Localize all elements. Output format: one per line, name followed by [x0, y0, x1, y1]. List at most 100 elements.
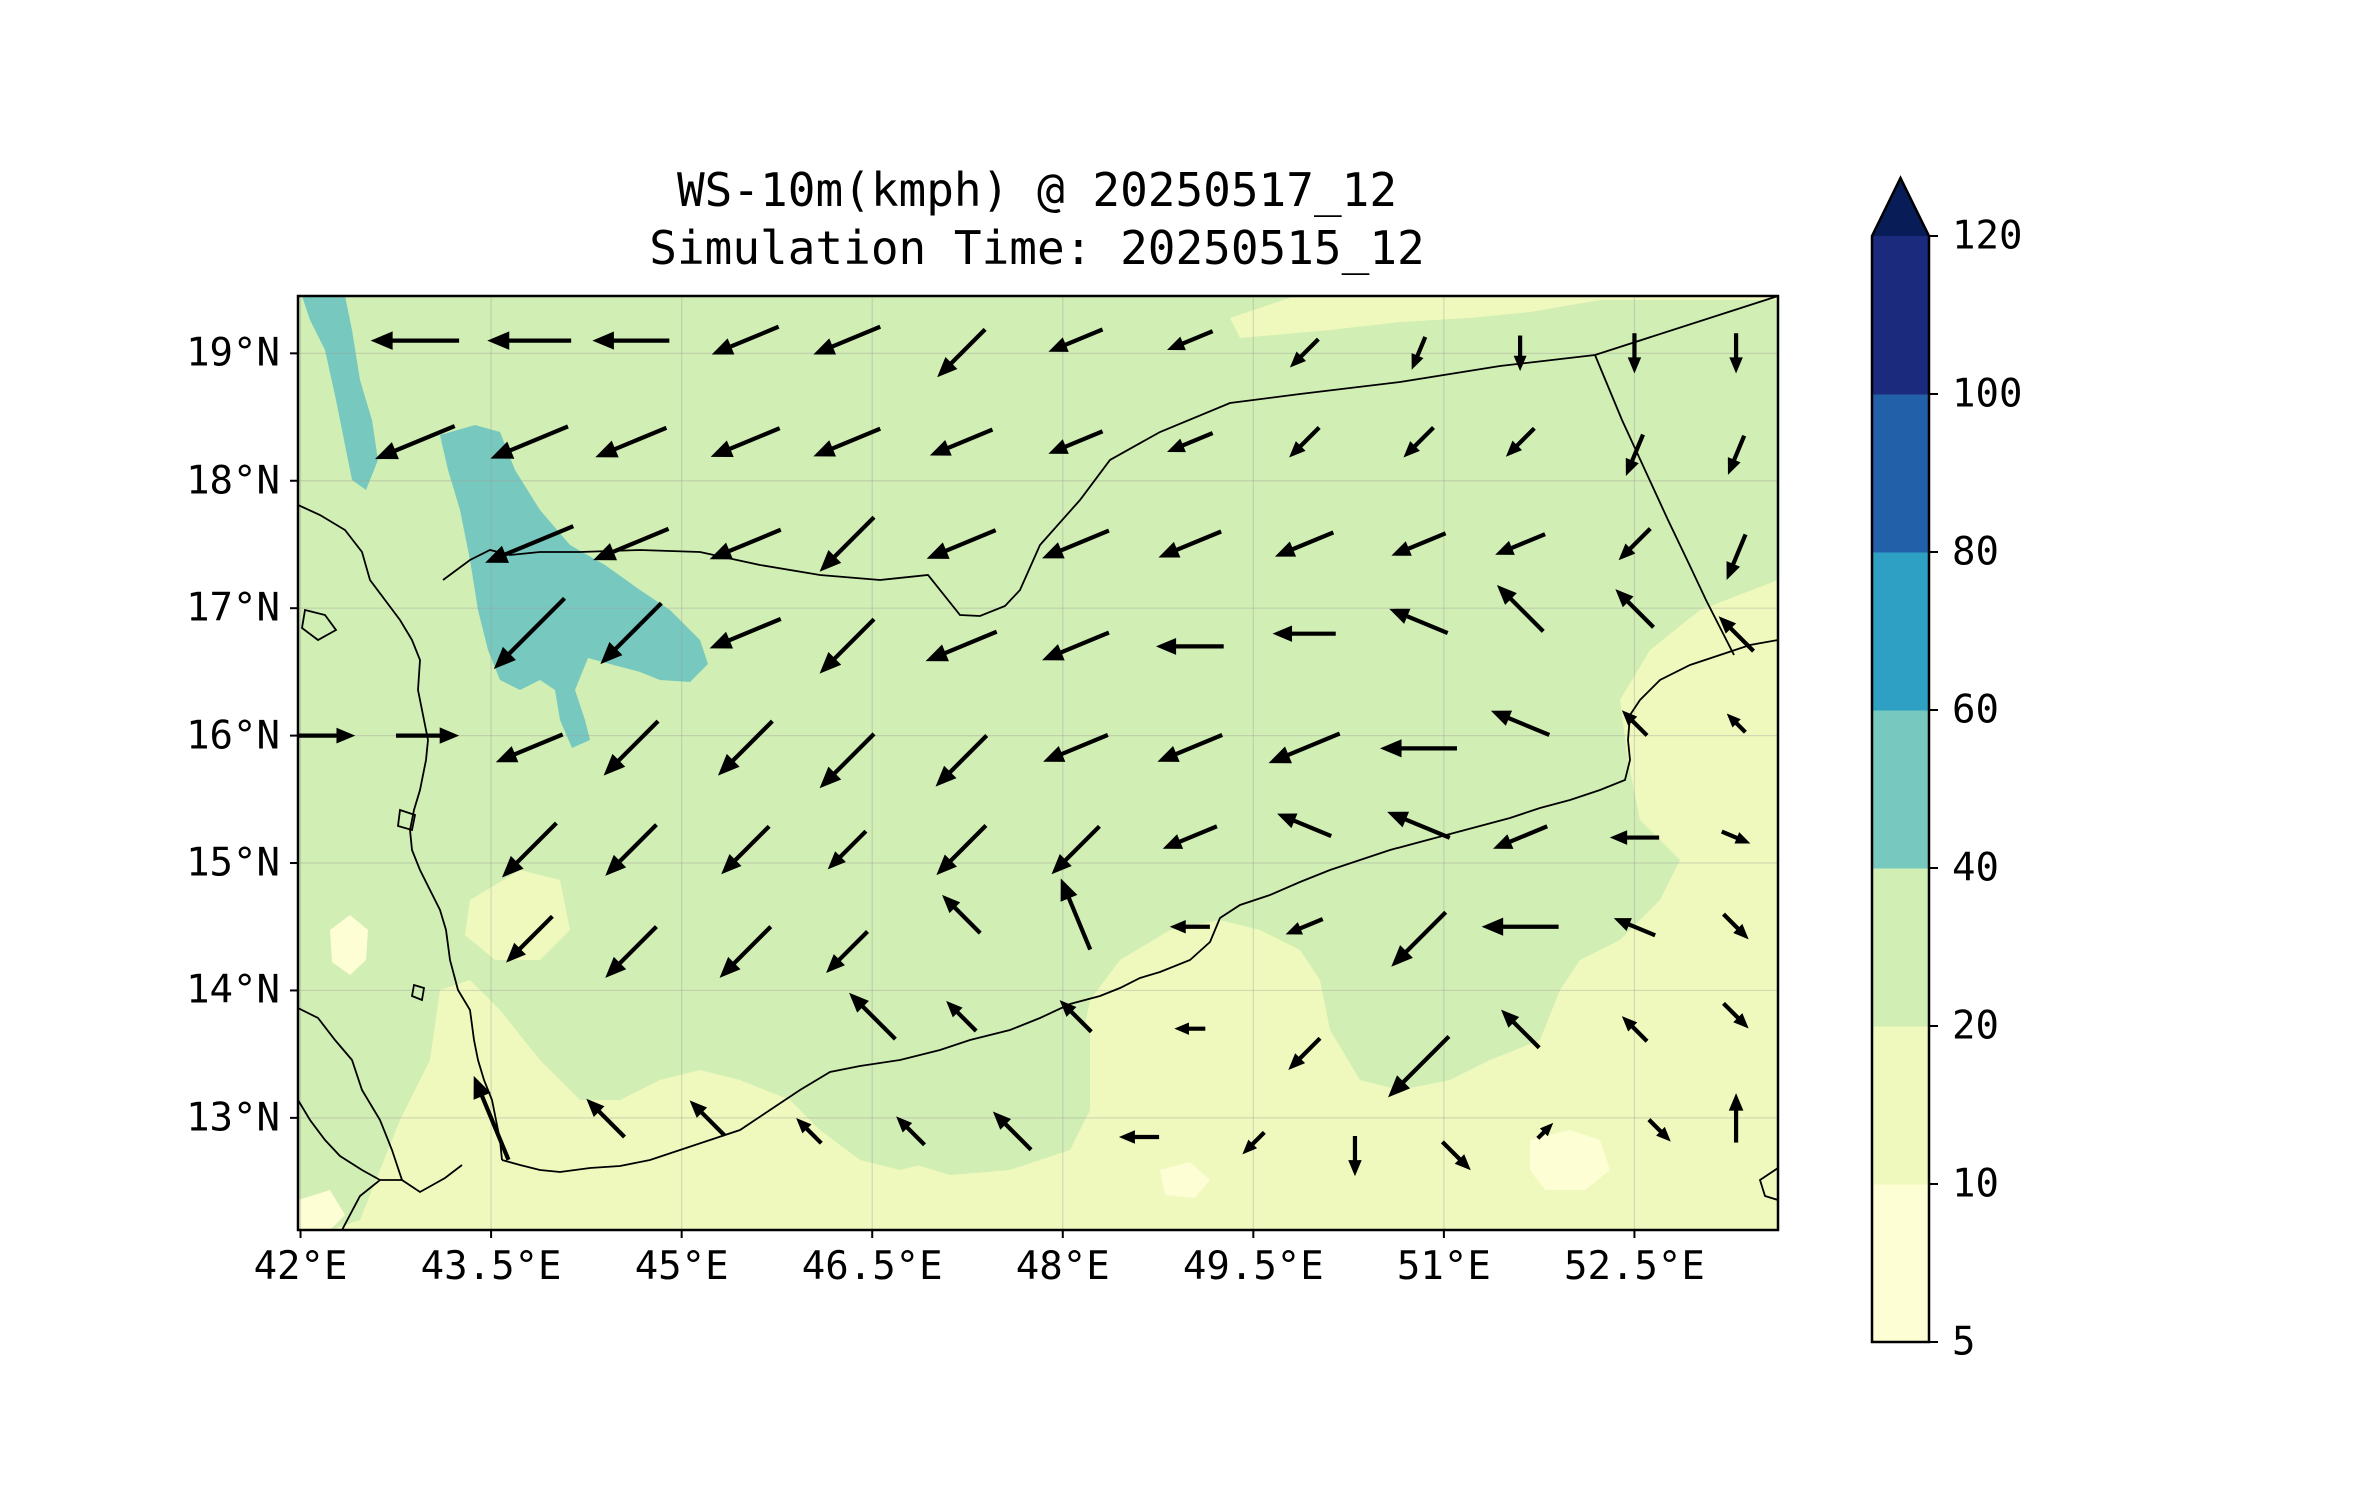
wind-arrow	[1513, 335, 1527, 372]
wind-arrow	[1285, 917, 1324, 935]
wind-arrow-head	[937, 357, 958, 378]
wind-arrow	[1042, 528, 1110, 559]
wind-arrow	[595, 425, 668, 458]
wind-arrow-head	[1174, 1022, 1189, 1035]
wind-arrow	[1048, 429, 1104, 454]
wind-arrow-shaft	[1066, 895, 1093, 951]
colorbar-segment	[1872, 868, 1929, 1027]
wind-arrow-shaft	[596, 1108, 627, 1139]
wind-arrow-head	[1656, 1126, 1671, 1142]
wind-arrow-head	[501, 855, 524, 878]
wind-arrow	[1727, 434, 1747, 475]
wind-arrow-head	[813, 440, 836, 457]
wind-arrow-head	[593, 543, 618, 561]
wind-arrow	[1166, 431, 1214, 453]
wind-arrow-shaft	[1285, 731, 1341, 758]
wind-arrow	[826, 930, 870, 973]
wind-arrow	[942, 894, 982, 935]
wind-arrow-shaft	[1058, 630, 1110, 655]
wind-arrow-head	[1059, 1000, 1077, 1017]
wind-arrow-head	[1621, 710, 1638, 726]
wind-arrow-head	[1157, 745, 1180, 762]
wind-arrow-shaft	[1509, 532, 1546, 551]
wind-arrow-shaft	[945, 427, 994, 451]
map-subtitle: Simulation Time: 20250515_12	[649, 221, 1425, 275]
wind-arrow-shaft	[831, 732, 876, 776]
wind-arrow-shaft	[1180, 329, 1214, 347]
wind-arrow-shaft	[1174, 529, 1222, 553]
wind-arrow	[1496, 585, 1545, 633]
wind-arrow-head	[721, 854, 742, 875]
wind-arrow	[992, 1111, 1033, 1152]
wind-arrow	[1495, 532, 1546, 555]
wind-arrow	[1621, 710, 1649, 737]
wind-arrow-head	[1539, 1122, 1554, 1137]
wind-arrow-head	[1118, 1130, 1135, 1144]
wind-arrow-shaft	[1063, 429, 1104, 450]
wind-arrow-head	[1493, 834, 1514, 849]
wind-arrow-shaft	[860, 1003, 897, 1041]
wind-arrow-shaft	[1406, 531, 1447, 552]
wind-arrow-shaft	[1722, 1001, 1741, 1021]
border-saudi-yemen	[442, 296, 1778, 617]
wind-arrow-head	[1403, 441, 1420, 458]
wind-arrow	[495, 732, 564, 763]
wind-arrow-head	[1618, 543, 1636, 561]
wind-arrow-shaft	[1730, 533, 1748, 567]
lon-tick-label: 48°E	[1015, 1244, 1110, 1289]
wind-arrow	[1411, 336, 1428, 370]
wind-arrow-head	[1391, 945, 1413, 967]
wind-arrow-head	[1272, 625, 1293, 642]
wind-arrow	[1274, 530, 1335, 557]
colorbar-outline	[1870, 175, 1931, 1344]
wind-arrow-shaft	[948, 327, 987, 366]
wind-arrow-head	[605, 854, 627, 876]
colorbar-tick-label: 100	[1952, 371, 2023, 417]
wind-arrow-shaft	[904, 1124, 927, 1147]
wind-arrow-head	[1389, 608, 1411, 624]
wind-arrow-shaft	[699, 1109, 727, 1137]
wind-arrow	[710, 426, 781, 457]
wind-arrow-head	[1051, 854, 1072, 875]
wind-arrow-shaft	[613, 601, 663, 652]
wind-arrow-shaft	[1722, 912, 1741, 932]
border-djibouti	[341, 1179, 402, 1230]
colorbar-extend-triangle	[1872, 178, 1929, 236]
lat-tick-label: 18°N	[186, 458, 280, 504]
wind-arrow-head	[1454, 1154, 1471, 1171]
wind-arrow	[1440, 1140, 1471, 1171]
wind-arrow	[1493, 824, 1548, 849]
wind-arrow-head	[1388, 1075, 1411, 1098]
wind-arrow	[1162, 824, 1218, 849]
wind-arrow	[946, 1000, 978, 1033]
wind-arrow-shaft	[1002, 1121, 1033, 1152]
contour-band-40-60	[302, 296, 378, 490]
coastline-africa	[298, 1099, 381, 1181]
wind-arrow-shaft	[1625, 598, 1656, 629]
wind-arrow-head	[1155, 637, 1177, 655]
wind-arrow	[1288, 1036, 1322, 1070]
wind-arrow-head	[827, 851, 846, 870]
wind-arrow-head	[1496, 585, 1517, 605]
wind-arrow	[1720, 829, 1751, 844]
wind-arrow	[1403, 426, 1435, 458]
wind-arrow	[1348, 1135, 1362, 1177]
wind-arrow-shaft	[508, 424, 569, 453]
wind-arrow-head	[490, 441, 515, 459]
wind-arrow-head	[1060, 878, 1078, 902]
colorbar-segment	[1872, 710, 1929, 869]
wind-arrow-head	[1501, 1009, 1520, 1028]
wind-arrow	[1272, 625, 1336, 642]
wind-arrow	[1647, 1118, 1671, 1142]
wind-arrow	[896, 1116, 927, 1147]
wind-arrow-shaft	[837, 829, 868, 860]
wind-arrow	[490, 424, 569, 459]
wind-arrow	[813, 324, 882, 355]
wind-arrow-shaft	[1290, 530, 1335, 552]
wind-arrow	[605, 925, 658, 978]
wind-arrow	[605, 823, 658, 876]
colorbar-tick-label: 40	[1952, 845, 1999, 891]
wind-arrow-head	[1625, 457, 1639, 476]
lon-tick-label: 46.5°E	[801, 1244, 943, 1289]
wind-arrow-head	[1169, 920, 1186, 934]
